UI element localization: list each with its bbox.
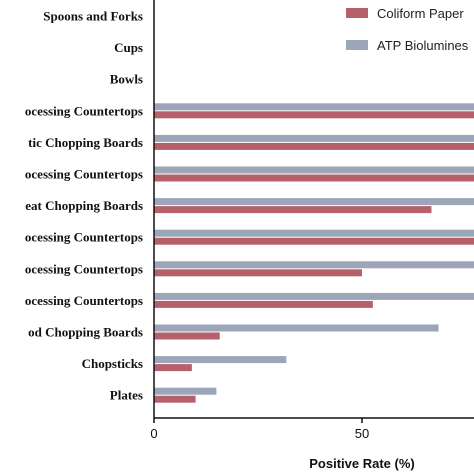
bar-atp-biolumines-5 (154, 166, 474, 174)
category-label-plates-12: Plates (110, 388, 143, 403)
category-label-bowls-2: Bowls (110, 72, 143, 87)
bar-atp-biolumines-3 (154, 103, 474, 111)
legend-swatch-coliform-paper (346, 8, 368, 18)
bar-atp-biolumines-8 (154, 261, 474, 269)
bar-atp-biolumines-10 (154, 324, 439, 332)
bar-atp-biolumines-12 (154, 387, 217, 395)
bar-coliform-paper-9 (154, 300, 373, 308)
category-label-ocessing-countertops-5: ocessing Countertops (25, 167, 143, 182)
bar-coliform-paper-12 (154, 395, 196, 403)
legend-swatch-atp-biolumines (346, 40, 368, 50)
legend: Coliform Paper ATP Biolumines (346, 6, 469, 53)
bar-coliform-paper-6 (154, 206, 432, 214)
category-label-ocessing-countertops-7: ocessing Countertops (25, 230, 143, 245)
bar-atp-biolumines-6 (154, 198, 474, 206)
category-label-spoons-and-forks-0: Spoons and Forks (43, 9, 143, 24)
category-label-cups-1: Cups (114, 40, 143, 55)
bar-coliform-paper-11 (154, 364, 192, 372)
x-axis-title: Positive Rate (%) (309, 456, 414, 471)
category-label-tic-chopping-boards-4: tic Chopping Boards (28, 135, 143, 150)
bar-atp-biolumines-11 (154, 356, 287, 364)
x-tick-label-0: 0 (150, 426, 157, 441)
category-labels: Spoons and Forks Cups Bowls ocessing Counte… (25, 9, 143, 403)
legend-label-coliform-paper: Coliform Paper (377, 6, 464, 21)
category-label-ocessing-countertops-3: ocessing Countertops (25, 103, 143, 118)
bar-atp-biolumines-9 (154, 292, 474, 300)
category-label-ocessing-countertops-8: ocessing Countertops (25, 261, 143, 276)
category-label-od-chopping-boards-10: od Chopping Boards (28, 325, 143, 340)
x-tick-label-50: 50 (355, 426, 369, 441)
bar-coliform-paper-10 (154, 332, 220, 340)
bar-coliform-paper-8 (154, 269, 362, 277)
legend-label-atp-biolumines: ATP Biolumines (377, 38, 469, 53)
bar-coliform-paper-3 (154, 111, 474, 119)
bar-coliform-paper-5 (154, 174, 474, 182)
category-label-chopsticks-11: Chopsticks (82, 356, 143, 371)
bar-atp-biolumines-4 (154, 134, 474, 142)
category-label-eat-chopping-boards-6: eat Chopping Boards (25, 198, 143, 213)
x-ticks: 0 50 (150, 418, 369, 441)
category-label-ocessing-countertops-9: ocessing Countertops (25, 293, 143, 308)
bar-coliform-paper-4 (154, 142, 474, 150)
bar-atp-biolumines-7 (154, 229, 474, 237)
bar-coliform-paper-7 (154, 237, 474, 245)
bars (154, 103, 474, 403)
